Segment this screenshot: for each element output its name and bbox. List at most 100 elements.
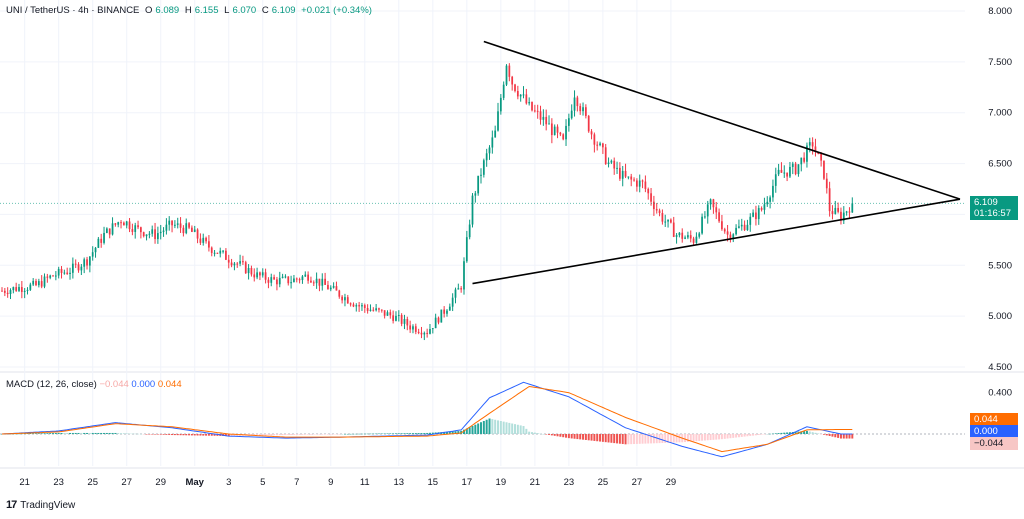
candle-body: [485, 153, 488, 161]
macd-histogram-bar: [514, 424, 517, 434]
candle-body: [383, 310, 386, 316]
candle-body: [539, 111, 542, 120]
macd-histogram-bar: [448, 431, 451, 434]
candle-body: [514, 84, 516, 92]
macd-histogram-bar: [227, 434, 230, 437]
macd-histogram-bar: [389, 433, 392, 434]
candle-body: [531, 101, 533, 111]
candle-body: [774, 174, 777, 186]
macd-histogram-bar: [559, 434, 562, 437]
candle-body: [536, 110, 539, 112]
macd-histogram-bar: [71, 432, 74, 434]
candle-body: [117, 222, 120, 225]
macd-histogram-bar: [230, 434, 233, 437]
macd-histogram-bar: [576, 434, 579, 440]
candle-body: [409, 325, 412, 330]
macd-histogram-bar: [233, 434, 236, 436]
candle-body: [46, 276, 49, 278]
candles: [0, 63, 965, 341]
macd-histogram-bar: [80, 432, 83, 434]
candle-body: [77, 264, 80, 271]
macd-histogram-bar: [88, 432, 91, 434]
macd-histogram-bar: [451, 431, 454, 434]
candle-body: [769, 197, 771, 202]
macd-histogram-bar: [780, 432, 783, 434]
macd-histogram-bar: [275, 434, 278, 436]
candle-body: [582, 107, 584, 112]
macd-histogram-bar: [497, 420, 499, 434]
candle-body: [403, 319, 406, 324]
macd-histogram-bar: [794, 431, 797, 434]
candle-body: [395, 315, 397, 321]
macd-histogram-bar: [307, 434, 310, 435]
macd-histogram-bar: [650, 434, 653, 444]
candle-body: [208, 241, 210, 248]
candle-body: [550, 123, 553, 136]
macd-histogram-bar: [567, 434, 570, 439]
candle-body: [154, 229, 156, 240]
candle-body: [321, 278, 324, 286]
candle-body: [344, 297, 346, 301]
candle-body: [653, 201, 655, 210]
candle-body: [43, 276, 46, 287]
candle-body: [463, 261, 465, 290]
candle-body: [210, 247, 213, 253]
macd-histogram-bar: [60, 432, 63, 434]
candle-body: [743, 224, 746, 231]
macd-histogram-bar: [556, 434, 559, 437]
candle-body: [349, 303, 352, 305]
candle-body: [400, 315, 403, 324]
price-tag-countdown: 01:16:57: [974, 208, 1011, 219]
macd-histogram-bar: [686, 434, 689, 442]
macd-histogram-bar: [786, 432, 789, 434]
candle-body: [729, 234, 732, 239]
macd-histogram-bar: [366, 433, 369, 435]
macd-histogram-bar: [292, 434, 295, 435]
candle-body: [675, 235, 678, 237]
macd-histogram-bar: [18, 433, 20, 435]
macd-histogram-bar: [505, 422, 508, 434]
tradingview-logo[interactable]: 17 TradingView: [6, 499, 75, 511]
candle-body: [545, 116, 548, 125]
low-value: 6.070: [232, 5, 257, 16]
macd-histogram-bar: [372, 433, 375, 435]
macd-histogram-bar: [706, 434, 709, 441]
macd-histogram-bar: [52, 433, 55, 434]
macd-histogram-bar: [522, 426, 525, 434]
candle-body: [57, 268, 60, 276]
candle-body: [627, 176, 630, 178]
candle-body: [482, 160, 485, 175]
candle-body: [35, 280, 37, 286]
macd-histogram-bar: [454, 431, 457, 434]
macd-histogram-bar: [737, 434, 740, 438]
macd-histogram-bar: [480, 422, 482, 434]
candle-body: [689, 235, 692, 239]
candle-body: [825, 178, 828, 189]
macd-histogram-bar: [828, 434, 831, 436]
macd-histogram-bar: [805, 430, 808, 434]
symbol-label: UNI / TetherUS · 4h · BINANCE: [6, 5, 140, 16]
macd-histogram-bar: [720, 434, 723, 440]
candle-body: [361, 305, 363, 307]
macd-histogram-bar: [494, 419, 497, 434]
candle-body: [502, 84, 505, 98]
candle-body: [295, 278, 298, 280]
macd-histogram-bar: [394, 433, 397, 434]
macd-histogram-bar: [377, 433, 380, 435]
candle-body: [63, 272, 66, 274]
macd-histogram-bar: [54, 433, 57, 434]
triangle-lower-line: [472, 198, 961, 285]
candle-body: [174, 224, 176, 226]
candle-body: [15, 287, 18, 291]
candle-body: [151, 229, 154, 234]
candle-body: [392, 315, 395, 321]
macd-histogram-bar: [627, 434, 630, 445]
y-tick-label: 7.500: [988, 57, 1012, 68]
candle-body: [633, 179, 635, 181]
candle-body: [23, 290, 26, 292]
macd-histogram-bar: [715, 434, 718, 440]
macd-histogram-bar: [766, 434, 769, 435]
candle-body: [168, 220, 171, 225]
macd-histogram-bar: [312, 434, 315, 435]
candle-body: [752, 212, 754, 217]
